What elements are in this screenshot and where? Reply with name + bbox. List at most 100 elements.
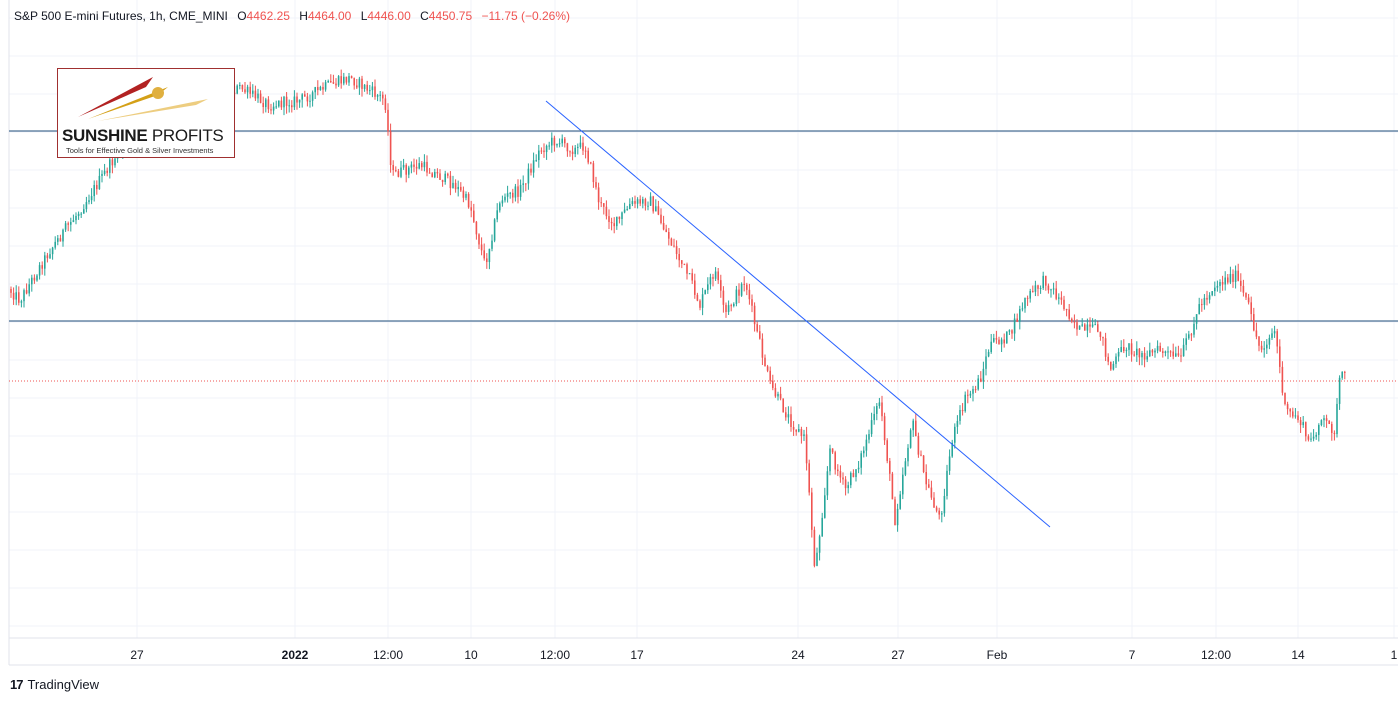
candle-body bbox=[114, 158, 116, 166]
candle-body bbox=[1299, 420, 1302, 426]
candle-body bbox=[623, 209, 626, 213]
candle-body bbox=[1206, 297, 1208, 300]
candle-body bbox=[70, 222, 72, 225]
trendline-group bbox=[545, 100, 1051, 528]
candle-body bbox=[475, 221, 478, 235]
candle-body bbox=[1156, 345, 1159, 351]
close-value: 4450.75 bbox=[428, 9, 473, 23]
candle-body bbox=[493, 219, 496, 241]
candle-body bbox=[1318, 425, 1320, 435]
tradingview-branding[interactable]: 17 TradingView bbox=[10, 677, 99, 692]
candle-body bbox=[1073, 321, 1076, 323]
candle-body bbox=[249, 86, 251, 94]
candle-body bbox=[665, 229, 667, 233]
candle-body bbox=[1016, 318, 1018, 322]
candle-body bbox=[252, 90, 254, 94]
candle-body bbox=[738, 289, 740, 296]
candle-body bbox=[1102, 336, 1104, 339]
candle-body bbox=[467, 193, 470, 208]
candle-body bbox=[655, 206, 657, 212]
candle-body bbox=[486, 258, 488, 263]
candle-body bbox=[444, 173, 446, 182]
candle-body bbox=[77, 213, 80, 216]
candle-body bbox=[1247, 297, 1250, 303]
candle-body bbox=[764, 357, 766, 367]
high-key: H bbox=[299, 9, 308, 23]
candle-body bbox=[1112, 363, 1115, 370]
candle-body bbox=[1078, 325, 1081, 330]
candle-body bbox=[75, 215, 77, 221]
grid-lines bbox=[8, 0, 1398, 666]
x-tick-label: 27 bbox=[130, 648, 144, 662]
candle-body bbox=[499, 203, 501, 211]
candle-body bbox=[917, 436, 920, 455]
candle-body bbox=[777, 393, 779, 397]
candle-body bbox=[1294, 415, 1297, 417]
candle-body bbox=[1211, 291, 1213, 296]
candle-body bbox=[980, 378, 982, 382]
candle-body bbox=[717, 271, 719, 281]
candle-body bbox=[236, 85, 238, 94]
candle-body bbox=[909, 430, 912, 448]
candle-body bbox=[1216, 285, 1219, 288]
candle-body bbox=[1328, 420, 1330, 425]
candle-body bbox=[974, 389, 977, 391]
candle-body bbox=[88, 200, 90, 203]
candle-body bbox=[103, 170, 106, 174]
candle-body bbox=[241, 84, 244, 90]
candle-body bbox=[766, 366, 769, 371]
candle-body bbox=[1037, 285, 1039, 289]
candle-body bbox=[954, 426, 956, 443]
candle-body bbox=[894, 499, 896, 526]
candle-body bbox=[460, 186, 462, 191]
candle-body bbox=[1089, 324, 1091, 327]
candle-body bbox=[1133, 354, 1135, 356]
candle-body bbox=[480, 244, 483, 251]
candle-body bbox=[1086, 324, 1089, 331]
candle-body bbox=[733, 303, 735, 306]
candle-body bbox=[925, 471, 927, 485]
candle-body bbox=[254, 90, 257, 99]
candle-body bbox=[1315, 434, 1317, 437]
candle-body bbox=[756, 324, 758, 332]
candle-body bbox=[408, 167, 410, 175]
candle-body bbox=[72, 220, 75, 223]
candle-body bbox=[452, 182, 454, 189]
candle-body bbox=[353, 78, 355, 86]
candle-body bbox=[649, 196, 652, 206]
candle-body bbox=[41, 265, 43, 269]
candle-body bbox=[33, 277, 36, 281]
candle-body bbox=[863, 450, 865, 454]
candle-body bbox=[891, 473, 894, 500]
candle-body bbox=[605, 206, 608, 217]
candle-body bbox=[356, 85, 358, 88]
candle-body bbox=[691, 273, 693, 281]
logo-subtitle: Tools for Effective Gold & Silver Invest… bbox=[66, 146, 214, 155]
candle-body bbox=[1258, 336, 1260, 346]
candle-body bbox=[948, 456, 951, 471]
candle-body bbox=[1333, 432, 1336, 435]
x-tick-label: 10 bbox=[464, 648, 478, 662]
candle-body bbox=[1242, 285, 1245, 293]
candle-body bbox=[1240, 280, 1242, 286]
candle-body bbox=[57, 238, 59, 242]
candle-body bbox=[821, 517, 823, 537]
candle-body bbox=[330, 81, 332, 83]
candle-body bbox=[839, 471, 842, 478]
candle-body bbox=[304, 94, 306, 97]
candle-body bbox=[782, 398, 784, 413]
candle-body bbox=[262, 102, 264, 108]
candle-body bbox=[10, 289, 12, 293]
candle-body bbox=[382, 94, 384, 99]
candle-body bbox=[610, 221, 613, 224]
candle-body bbox=[772, 380, 774, 388]
candle-body bbox=[889, 460, 891, 474]
candle-body bbox=[792, 426, 795, 430]
candle-body bbox=[579, 142, 582, 147]
candle-body bbox=[878, 402, 881, 407]
candle-body bbox=[813, 529, 816, 566]
candle-body bbox=[538, 150, 540, 161]
candle-body bbox=[278, 100, 280, 107]
candle-body bbox=[374, 86, 376, 97]
candle-body bbox=[527, 168, 530, 184]
